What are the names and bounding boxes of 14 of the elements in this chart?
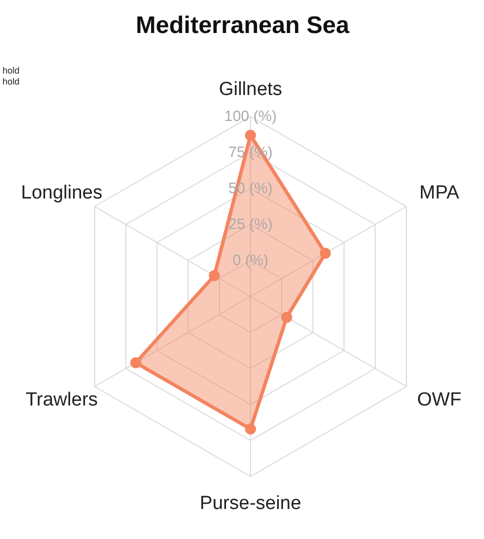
text: hold: [2, 76, 20, 86]
chart-title: Mediterranean Sea: [136, 12, 350, 39]
spoke-label: OWF: [417, 390, 462, 411]
y-tick-label: 75 (%): [228, 144, 273, 161]
spoke-label: Trawlers: [26, 390, 98, 411]
text: hold: [2, 66, 20, 76]
spoke-label: Longlines: [21, 182, 102, 204]
spoke-label: MPA: [419, 182, 460, 204]
y-tick-label: 100 (%): [224, 108, 277, 125]
spoke-label: Purse-seine: [200, 493, 302, 514]
y-tick-label: 25 (%): [228, 216, 273, 233]
y-tick-label: 0 (%): [232, 252, 268, 269]
spoke-label: Gillnets: [218, 78, 282, 100]
y-tick-label: 50 (%): [228, 180, 273, 197]
